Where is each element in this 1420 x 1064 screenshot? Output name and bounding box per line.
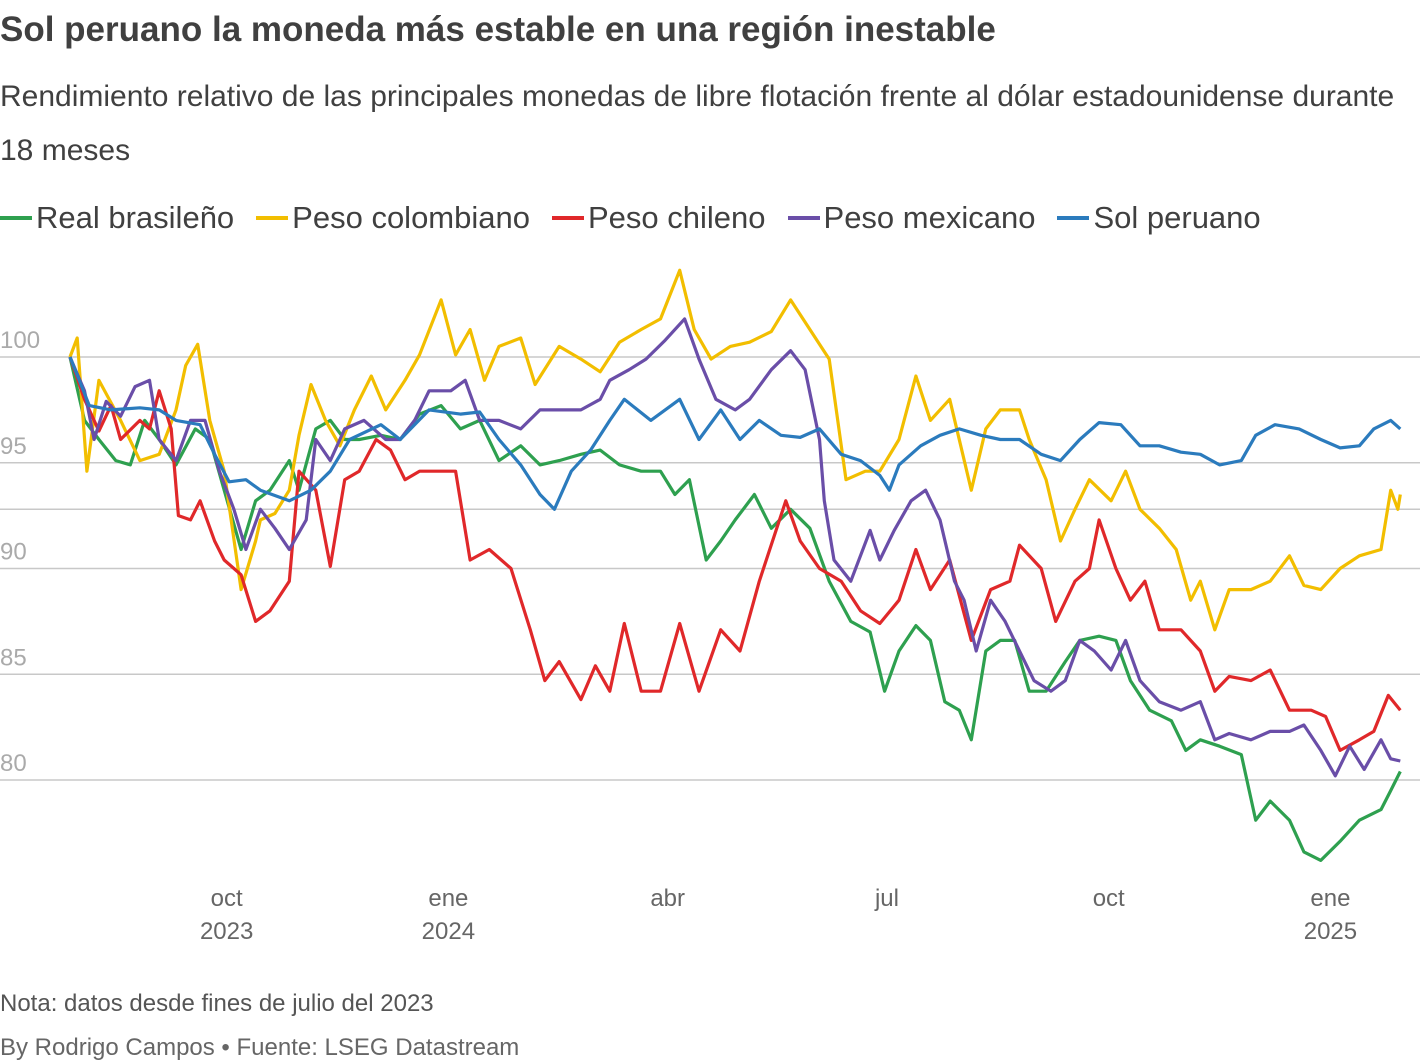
y-tick-label: 95 — [0, 433, 27, 460]
y-tick-label: 90 — [0, 539, 27, 566]
legend-item: Peso chileno — [552, 200, 766, 236]
x-tick-label: oct — [1093, 885, 1125, 912]
legend-label: Peso mexicano — [823, 200, 1036, 235]
legend-swatch — [552, 216, 584, 220]
legend-item: Peso mexicano — [787, 200, 1036, 236]
x-tick-label: jul — [874, 885, 899, 912]
x-tick-label: oct — [211, 885, 243, 912]
x-tick-year: 2023 — [200, 918, 253, 945]
legend: Real brasileño Peso colombiano Peso chilen… — [0, 200, 1261, 236]
y-tick-label: 80 — [0, 750, 27, 777]
y-tick-label: 100 — [0, 327, 40, 354]
legend-item: Peso colombiano — [256, 200, 530, 236]
series-line-peso-chileno — [68, 356, 1402, 752]
legend-swatch — [787, 216, 820, 220]
x-tick-year: 2024 — [422, 918, 475, 945]
chart-title: Sol peruano la moneda más estable en una… — [0, 10, 996, 49]
legend-label: Real brasileño — [36, 200, 235, 235]
series-line-peso-mexicano — [68, 317, 1401, 778]
series-line-sol-peruano — [68, 356, 1402, 511]
series-line-peso-colombiano — [68, 268, 1402, 632]
legend-swatch — [1057, 216, 1090, 220]
series-line-real-brasile-o — [68, 356, 1402, 862]
legend-label: Peso chileno — [588, 200, 766, 235]
footnote: Nota: datos desde fines de julio del 202… — [0, 990, 434, 1017]
legend-label: Sol peruano — [1093, 200, 1261, 235]
chart-subtitle: Rendimiento relativo de las principales … — [0, 80, 1395, 167]
source-credit: By Rodrigo Campos • Fuente: LSEG Datastr… — [0, 1034, 520, 1061]
x-tick-year: 2025 — [1304, 918, 1357, 945]
legend-label: Peso colombiano — [292, 200, 530, 235]
legend-swatch — [0, 216, 32, 220]
legend-item: Real brasileño — [0, 200, 234, 236]
legend-swatch — [256, 216, 289, 220]
y-tick-label: 85 — [0, 644, 27, 671]
x-tick-label: abr — [650, 885, 685, 912]
x-tick-label: ene — [428, 885, 468, 912]
legend-item: Sol peruano — [1057, 200, 1261, 236]
x-tick-label: ene — [1310, 885, 1350, 912]
